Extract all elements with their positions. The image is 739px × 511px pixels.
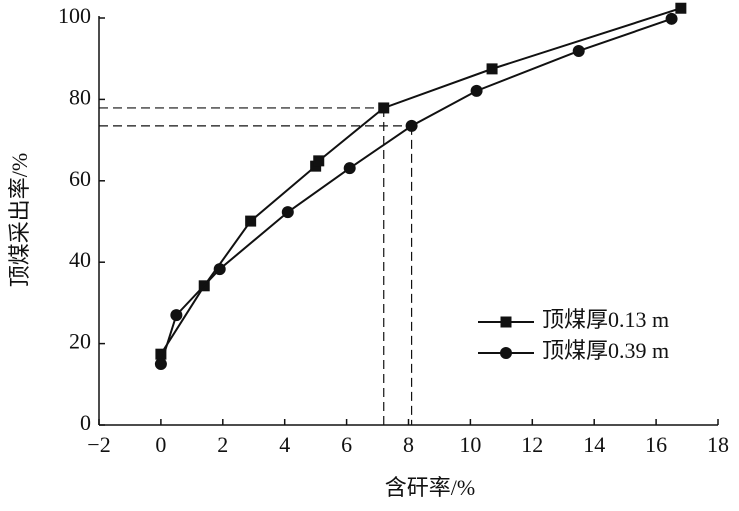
marker: [155, 348, 167, 360]
x-tick-label: 18: [707, 432, 729, 457]
y-tick-label: 60: [69, 166, 91, 191]
x-axis-label: 含矸率/%: [385, 475, 475, 500]
marker: [500, 316, 512, 328]
series-line: [160, 7, 682, 355]
marker: [281, 206, 294, 219]
x-tick-label: 2: [217, 432, 228, 457]
x-tick-label: 6: [341, 432, 352, 457]
marker: [665, 12, 678, 25]
x-tick-label: 10: [459, 432, 481, 457]
x-tick-label: 4: [279, 432, 290, 457]
marker: [343, 162, 356, 175]
x-tick-label: 8: [403, 432, 414, 457]
y-tick-label: 40: [69, 247, 91, 272]
marker: [470, 84, 483, 97]
marker: [572, 44, 585, 57]
marker: [500, 347, 512, 359]
y-tick-label: 80: [69, 84, 91, 109]
legend-label: 顶煤厚0.39 m: [542, 338, 669, 363]
x-tick-label: −2: [87, 432, 110, 457]
x-tick-label: 14: [583, 432, 605, 457]
marker: [245, 215, 257, 227]
marker: [378, 102, 390, 114]
x-tick-label: 0: [155, 432, 166, 457]
marker: [675, 2, 687, 14]
y-tick-label: 20: [69, 329, 91, 354]
marker: [486, 63, 498, 75]
marker: [154, 357, 167, 370]
y-axis-label: 顶煤采出率/%: [7, 153, 32, 287]
marker: [313, 155, 325, 167]
marker: [405, 119, 418, 132]
marker: [213, 263, 226, 276]
y-tick-label: 100: [58, 3, 91, 28]
marker: [170, 309, 183, 322]
legend-label: 顶煤厚0.13 m: [542, 307, 669, 332]
x-tick-label: 12: [521, 432, 543, 457]
x-tick-label: 16: [645, 432, 667, 457]
y-tick-label: 0: [80, 410, 91, 435]
